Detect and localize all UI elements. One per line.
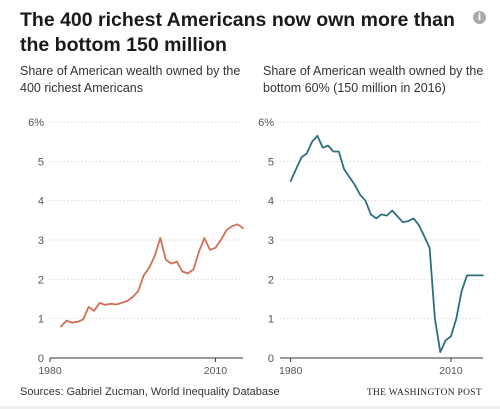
right-y-tick-label: 1 [268, 314, 274, 326]
left-series-line [60, 223, 244, 328]
left-y-tick-label: 2 [38, 274, 44, 286]
right-y-tick-label: 3 [268, 235, 274, 247]
source-note: Sources: Gabriel Zucman, World Inequalit… [20, 386, 280, 398]
right-chart-subtitle: Share of American wealth owned by the bo… [263, 64, 484, 95]
left-y-tick-label: 0 [38, 353, 44, 365]
left-y-tick-label: 3 [38, 235, 44, 247]
right-y-tick-label: 0 [268, 353, 274, 365]
left-y-tick-label: 4 [38, 196, 44, 208]
right-y-tick-label: 6% [258, 117, 274, 129]
left-x-tick-label: 1980 [38, 365, 62, 377]
chart-title: The 400 richest Americans now own more t… [20, 9, 455, 56]
right-y-tick-label: 2 [268, 274, 274, 286]
publisher-logo: THE WASHINGTON POST [366, 388, 482, 398]
left-x-tick-label: 2010 [204, 365, 228, 377]
right-y-tick-label: 5 [268, 156, 274, 168]
bottom-rule [0, 406, 500, 409]
right-y-tick-label: 4 [268, 196, 274, 208]
right-x-tick-label: 2010 [439, 365, 463, 377]
info-icon[interactable]: i [473, 11, 486, 24]
left-y-tick-label: 6% [28, 117, 44, 129]
left-y-tick-label: 5 [38, 156, 44, 168]
left-chart-subtitle: Share of American wealth owned by the 40… [20, 64, 241, 95]
left-y-tick-label: 1 [38, 314, 44, 326]
right-series-line [289, 134, 484, 353]
right-x-tick-label: 1980 [279, 365, 303, 377]
